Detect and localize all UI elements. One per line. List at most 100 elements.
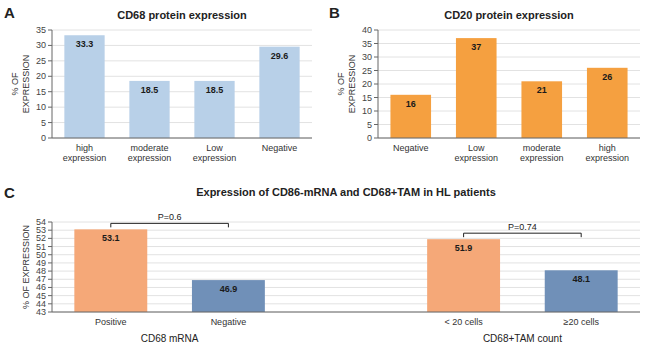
bars (64, 35, 299, 138)
data-label: 18.5 (206, 85, 224, 95)
p-value-bracket (464, 233, 582, 237)
chart-title: CD20 protein expression (444, 9, 574, 21)
x-tick-label: Negative (262, 143, 298, 153)
y-tick-label: 30 (36, 40, 46, 50)
chart-panel: CExpression of CD86-mRNA and CD68+TAM in… (4, 184, 640, 344)
y-tick-label: 30 (362, 52, 372, 62)
x-tick-label-line: Low (206, 143, 223, 153)
y-tick (374, 111, 378, 112)
x-tick-label: highexpression (63, 143, 107, 163)
data-label: 53.1 (102, 233, 120, 243)
y-tick-label: 20 (362, 79, 372, 89)
y-tick-label: 15 (362, 93, 372, 103)
grid-line (52, 312, 640, 313)
data-label: 29.6 (271, 51, 289, 61)
grid-line (52, 222, 640, 223)
y-axis-line (378, 30, 379, 138)
x-tick-label-line: moderate (523, 143, 561, 153)
y-tick-label: 0 (367, 133, 372, 143)
y-axis-label-line: % OF (336, 72, 346, 96)
y-tick (374, 84, 378, 85)
y-tick (48, 254, 52, 255)
y-tick (48, 76, 52, 77)
x-tick-label: Lowexpression (454, 143, 498, 163)
y-tick (48, 230, 52, 231)
y-axis-label: % OFEXPRESSION (336, 55, 357, 114)
chart-title: CD68 protein expression (117, 9, 247, 21)
x-tick-label: Negative (211, 317, 247, 327)
panel-label: A (4, 4, 15, 21)
data-label: 48.1 (572, 274, 590, 284)
y-axis-label-line: % OF EXPRESSION (21, 225, 31, 309)
y-tick (48, 303, 52, 304)
x-tick-label-line: expression (520, 153, 564, 163)
y-tick-label: 25 (36, 56, 46, 66)
x-tick-label: highexpression (585, 143, 629, 163)
y-tick (48, 107, 52, 108)
bar (259, 47, 299, 138)
bar (456, 38, 497, 138)
data-label: 33.3 (76, 39, 94, 49)
chart-panel: BCD20 protein expression0510152025303540… (329, 4, 640, 163)
bars (74, 229, 617, 312)
y-tick (374, 124, 378, 125)
x-tick-label-line: expression (454, 153, 498, 163)
bar (74, 229, 147, 312)
grid-line (378, 30, 640, 31)
y-tick-label: 15 (36, 87, 46, 97)
panel-label: B (329, 4, 340, 21)
y-tick-label: 35 (36, 25, 46, 35)
grid-line (378, 57, 640, 58)
y-tick (48, 287, 52, 288)
bar (129, 81, 169, 138)
y-tick-label: 40 (362, 25, 372, 35)
y-tick (48, 45, 52, 46)
y-axis-line (52, 30, 53, 138)
y-tick (374, 43, 378, 44)
chart-panel: ACD68 protein expression05101520253035% … (4, 4, 312, 163)
grid-line (52, 30, 312, 31)
x-tick-label-line: expression (63, 153, 107, 163)
y-tick-label: 0 (41, 133, 46, 143)
data-label: 51.9 (455, 243, 473, 253)
bar (194, 81, 234, 138)
annotation: P=0.6 (158, 212, 182, 222)
x-tick-label: moderateexpression (520, 143, 564, 163)
y-tick (374, 138, 378, 139)
x-tick-label-line: Low (468, 143, 485, 153)
bar (390, 95, 431, 138)
y-tick (48, 312, 52, 313)
bar (521, 81, 562, 138)
bar (64, 35, 104, 138)
y-axis-label: % OF EXPRESSION (21, 225, 31, 309)
y-tick (48, 122, 52, 123)
x-tick-label: Negative (393, 143, 429, 153)
y-tick (48, 138, 52, 139)
y-tick (48, 262, 52, 263)
x-tick-label-line: expression (193, 153, 237, 163)
y-axis-label-line: EXPRESSION (347, 55, 357, 114)
bar (545, 270, 618, 312)
x-tick-label: Positive (95, 317, 127, 327)
data-label: 18.5 (141, 85, 159, 95)
p-value-bracket (111, 223, 229, 227)
y-tick (48, 222, 52, 223)
x-tick-label-line: expression (585, 153, 629, 163)
y-tick-label: 20 (36, 71, 46, 81)
group-label: CD68+TAM count (483, 333, 562, 344)
group-label: CD68 mRNA (141, 333, 199, 344)
y-axis-label-line: % OF (10, 72, 20, 96)
y-tick (48, 295, 52, 296)
y-tick (374, 57, 378, 58)
y-tick-label: 25 (362, 66, 372, 76)
data-label: 21 (537, 85, 547, 95)
y-tick (48, 279, 52, 280)
y-tick-label: 10 (362, 106, 372, 116)
grid-line (378, 43, 640, 44)
y-tick-label: 35 (362, 39, 372, 49)
y-tick (48, 238, 52, 239)
x-tick-label-line: high (599, 143, 616, 153)
x-tick-label: < 20 cells (444, 317, 483, 327)
data-label: 37 (471, 42, 481, 52)
x-tick-label-line: moderate (130, 143, 168, 153)
